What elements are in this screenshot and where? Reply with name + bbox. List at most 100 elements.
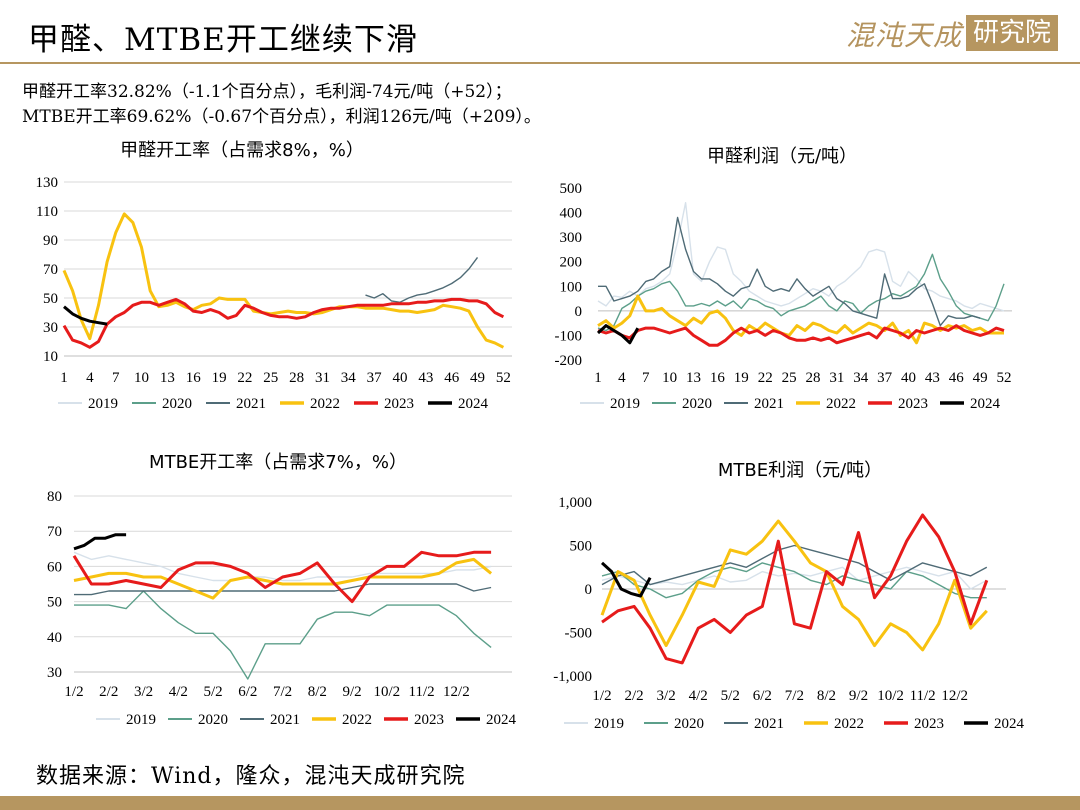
legend-label-2021: 2021 xyxy=(754,396,784,412)
legend-label-2022: 2022 xyxy=(310,396,340,412)
legend-label-2023: 2023 xyxy=(384,396,414,412)
y-tick-label: -500 xyxy=(565,626,593,642)
legend-label-2021: 2021 xyxy=(754,716,784,732)
x-tick-label: 22 xyxy=(237,370,252,386)
chart-formaldehyde-profit: 甲醛利润（元/吨） -200 -100 0 100 200 300 400 500 1 4 7 10 13… xyxy=(555,146,1012,412)
y-tick-label: 10 xyxy=(43,349,58,365)
legend-label-2019: 2019 xyxy=(610,396,640,412)
y-tick-label: 130 xyxy=(36,175,59,191)
x-tick-label: 40 xyxy=(393,370,408,386)
x-tick-label: 46 xyxy=(444,370,460,386)
x-tick-label: 2/2 xyxy=(624,688,643,704)
chart-title: MTBE利润（元/吨） xyxy=(718,460,882,481)
legend-label-2023: 2023 xyxy=(898,396,928,412)
legend-label-2022: 2022 xyxy=(826,396,856,412)
x-tick-label: 13 xyxy=(686,370,701,386)
series-line-2023 xyxy=(597,324,1005,347)
series-line-2024 xyxy=(63,305,108,326)
x-tick-label: 6/2 xyxy=(238,684,257,700)
series-line-2019 xyxy=(73,551,492,582)
x-tick-label: 19 xyxy=(212,370,227,386)
legend-label-2023: 2023 xyxy=(914,716,944,732)
chart-mtbe-profit: MTBE利润（元/吨） -1,000 -500 0 500 1,000 1/2 2/2 3/2 4… xyxy=(553,460,1025,732)
x-tick-label: 11/2 xyxy=(409,684,435,700)
x-tick-label: 34 xyxy=(341,370,357,386)
y-tick-label: 100 xyxy=(560,279,583,295)
x-tick-label: 4 xyxy=(618,370,626,386)
legend-label-2022: 2022 xyxy=(342,712,372,728)
chart-title: MTBE开工率（占需求7%，%） xyxy=(149,452,407,473)
x-tick-label: 52 xyxy=(496,370,511,386)
y-tick-label: -1,000 xyxy=(553,669,592,685)
y-tick-label: 0 xyxy=(575,304,583,320)
series-line-2022 xyxy=(73,557,493,600)
x-tick-label: 10 xyxy=(134,370,149,386)
y-tick-label: 500 xyxy=(560,181,583,197)
legend-label-2021: 2021 xyxy=(270,712,300,728)
x-tick-label: 28 xyxy=(289,370,304,386)
summary-text: 甲醛开工率32.82%（-1.1个百分点），毛利润-74元/吨（+52）； MT… xyxy=(22,80,541,130)
legend-label-2019: 2019 xyxy=(88,396,118,412)
x-tick-label: 37 xyxy=(877,370,893,386)
y-tick-label: 70 xyxy=(47,524,62,540)
x-tick-label: 22 xyxy=(758,370,773,386)
legend-label-2024: 2024 xyxy=(486,712,517,728)
y-tick-label: 400 xyxy=(560,206,583,222)
y-tick-label: 200 xyxy=(560,255,583,271)
series-line-2022 xyxy=(62,212,505,349)
series-line-2020 xyxy=(74,590,492,680)
y-tick-label: 70 xyxy=(43,262,58,278)
summary-line-2: MTBE开工率69.62%（-0.67个百分点），利润126元/吨（+209）。 xyxy=(22,107,541,127)
legend-label-2023: 2023 xyxy=(414,712,444,728)
series-line-2022 xyxy=(597,294,1004,345)
legend-label-2020: 2020 xyxy=(162,396,192,412)
x-tick-label: 4/2 xyxy=(689,688,708,704)
x-tick-label: 9/2 xyxy=(849,688,868,704)
chart-mtbe-operating-rate: MTBE开工率（占需求7%，%） 30 40 50 60 70 80 1/2 2/2 3/2 4/2… xyxy=(47,452,517,728)
legend-label-2020: 2020 xyxy=(198,712,228,728)
x-tick-label: 1/2 xyxy=(64,684,83,700)
y-tick-label: 1,000 xyxy=(558,495,592,511)
chart-legend: 2019 2020 2021 2022 2023 2024 xyxy=(58,396,489,412)
series-line-2021 xyxy=(365,256,479,303)
x-tick-label: 6/2 xyxy=(753,688,772,704)
x-tick-label: 43 xyxy=(925,370,940,386)
chart-legend: 2019 2020 2021 2022 2023 2024 xyxy=(564,716,1025,732)
y-tick-label: 60 xyxy=(47,559,62,575)
legend-label-2021: 2021 xyxy=(236,396,266,412)
x-tick-label: 52 xyxy=(997,370,1012,386)
y-tick-label: -200 xyxy=(555,353,583,369)
series-line-2023 xyxy=(62,297,505,349)
y-tick-label: 80 xyxy=(47,489,62,505)
x-tick-label: 25 xyxy=(263,370,278,386)
x-tick-label: 1/2 xyxy=(592,688,611,704)
y-tick-label: 30 xyxy=(47,665,62,681)
chart-title: 甲醛开工率（占需求8%，%） xyxy=(120,140,364,161)
x-tick-label: 10/2 xyxy=(374,684,401,700)
page-title: 甲醛、MTBE开工继续下滑 xyxy=(28,22,418,58)
x-tick-label: 3/2 xyxy=(134,684,153,700)
x-tick-label: 3/2 xyxy=(657,688,676,704)
series-line-2024 xyxy=(596,324,640,345)
legend-label-2024: 2024 xyxy=(970,396,1001,412)
x-tick-label: 5/2 xyxy=(721,688,740,704)
x-tick-label: 7/2 xyxy=(273,684,292,700)
x-tick-label: 9/2 xyxy=(343,684,362,700)
y-tick-label: 40 xyxy=(47,630,62,646)
y-tick-label: 0 xyxy=(585,582,593,598)
company-logo: 混沌天成 研究院 xyxy=(846,14,1060,54)
x-tick-label: 40 xyxy=(901,370,916,386)
x-tick-label: 12/2 xyxy=(443,684,470,700)
logo-text-plain: 混沌天成 xyxy=(846,19,963,52)
x-tick-label: 5/2 xyxy=(203,684,222,700)
chart-title: 甲醛利润（元/吨） xyxy=(707,146,857,167)
y-tick-label: 110 xyxy=(36,204,58,220)
x-tick-label: 10 xyxy=(662,370,677,386)
y-tick-label: 50 xyxy=(43,291,58,307)
data-source: 数据来源：Wind，隆众，混沌天成研究院 xyxy=(36,764,466,789)
chart-legend: 2019 2020 2021 2022 2023 2024 xyxy=(580,396,1001,412)
logo-text-box: 研究院 xyxy=(966,15,1058,51)
series-line-2024 xyxy=(600,561,652,598)
legend-label-2024: 2024 xyxy=(458,396,489,412)
series-line-2024 xyxy=(73,533,127,551)
